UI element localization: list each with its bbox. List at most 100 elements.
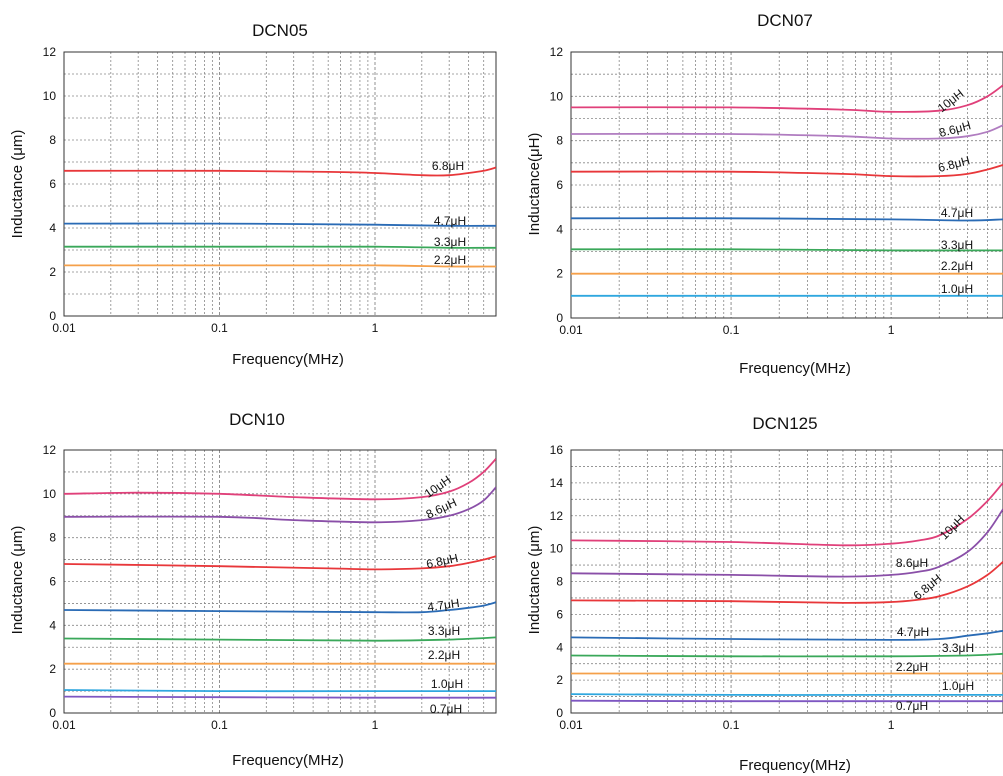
- series-label-2-2uh: 2.2μH: [428, 648, 460, 662]
- series-line-6-8uh: [571, 561, 1003, 604]
- series-label-6-8uh: 6.8μH: [937, 153, 972, 175]
- series-line-10uh: [571, 84, 1003, 113]
- y-tick-label: 6: [49, 575, 56, 589]
- series-label-8-6uh: 8.6μH: [896, 556, 928, 570]
- series-line-0-7uh: [571, 699, 1003, 703]
- series-line-6-8uh: [64, 555, 496, 571]
- series-line-3-3uh: [64, 245, 496, 249]
- series-line-4-7uh: [64, 222, 496, 227]
- y-tick-label: 6: [556, 607, 563, 621]
- y-tick-label: 0: [49, 309, 56, 323]
- y-tick-label: 4: [49, 618, 56, 632]
- series-label-10uh: 10μH: [935, 86, 966, 115]
- y-tick-label: 0: [556, 706, 563, 720]
- x-tick-label: 1: [372, 718, 379, 732]
- series-line-1-0uh: [571, 693, 1003, 696]
- series-line-3-3uh: [571, 652, 1003, 658]
- series-line-10uh: [64, 458, 496, 501]
- series-label-4-7uh: 4.7μH: [426, 596, 460, 614]
- series-line-2-2uh: [64, 264, 496, 268]
- series-line-10uh: [571, 482, 1003, 547]
- series-label-10uh: 10μH: [937, 512, 967, 542]
- chart-title: DCN07: [757, 11, 813, 30]
- chart-dcn125: DCN125 0 2 4 6 8 10 12 14 16 0.01 0.1 1 Frequency(MHz…: [526, 414, 1003, 774]
- y-tick-label: 10: [550, 542, 564, 556]
- series-line-8-6uh: [64, 486, 496, 524]
- series-label-6-8uh: 6.8μH: [425, 551, 459, 571]
- y-tick-label: 16: [550, 443, 564, 457]
- y-axis-label: Inductance (μm): [526, 526, 543, 635]
- series-label-2-2uh: 2.2μH: [434, 253, 466, 267]
- x-axis-label: Frequency(MHz): [232, 351, 344, 368]
- series-label-4-7uh: 4.7μH: [941, 206, 973, 220]
- series-label-4-7uh: 4.7μH: [897, 625, 929, 639]
- series-line-1-0uh: [64, 689, 496, 693]
- series-line-6-8uh: [64, 166, 496, 177]
- y-axis-label: Inductance (μm): [9, 130, 26, 239]
- chart-title: DCN10: [229, 410, 285, 429]
- y-tick-label: 6: [49, 177, 56, 191]
- series-label-3-3uh: 3.3μH: [942, 641, 974, 655]
- series-line-0-7uh: [64, 695, 496, 699]
- x-tick-label: 1: [888, 323, 895, 337]
- chart-title: DCN05: [252, 21, 308, 40]
- series-label-2-2uh: 2.2μH: [941, 259, 973, 273]
- series-label-1-0uh: 1.0μH: [941, 282, 973, 296]
- y-tick-label: 2: [556, 673, 563, 687]
- x-axis-label: Frequency(MHz): [739, 757, 851, 774]
- x-tick-label: 0.01: [52, 321, 76, 335]
- x-axis-label: Frequency(MHz): [232, 752, 344, 769]
- y-tick-label: 2: [49, 662, 56, 676]
- series-label-2-2uh: 2.2μH: [896, 660, 928, 674]
- y-tick-label: 12: [43, 45, 57, 59]
- x-tick-label: 0.1: [211, 718, 228, 732]
- series-line-4-7uh: [571, 629, 1003, 641]
- series-label-3-3uh: 3.3μH: [428, 624, 460, 638]
- y-axis-label: Inductance (μm): [9, 526, 26, 635]
- series-label-1-0uh: 1.0μH: [942, 679, 974, 693]
- x-axis-label: Frequency(MHz): [739, 360, 851, 377]
- series-label-3-3uh: 3.3μH: [941, 238, 973, 252]
- chart-dcn07: DCN07 0 2 4 6 8 10 12 0.01 0.1 1 Frequency(MHz) Indu…: [526, 11, 1003, 377]
- series-line-6-8uh: [571, 164, 1003, 178]
- series-line-3-3uh: [64, 636, 496, 642]
- plot-frame: [63, 51, 497, 317]
- chart-title: DCN125: [752, 414, 817, 433]
- y-tick-label: 10: [43, 89, 57, 103]
- x-tick-label: 0.01: [559, 718, 583, 732]
- y-tick-label: 14: [550, 476, 564, 490]
- y-tick-label: 12: [43, 443, 57, 457]
- series-label-0-7uh: 0.7μH: [896, 699, 928, 713]
- x-tick-label: 0.1: [723, 718, 740, 732]
- series-label-1-0uh: 1.0μH: [431, 677, 463, 691]
- y-tick-label: 2: [556, 267, 563, 281]
- series-line-8-6uh: [571, 124, 1003, 140]
- y-tick-label: 6: [556, 178, 563, 192]
- plot-frame: [570, 449, 1003, 714]
- plot-frame: [570, 51, 1003, 319]
- y-tick-label: 10: [43, 487, 57, 501]
- x-tick-label: 0.01: [52, 718, 76, 732]
- y-tick-label: 10: [550, 89, 564, 103]
- x-tick-label: 0.1: [211, 321, 228, 335]
- x-tick-label: 0.01: [559, 323, 583, 337]
- series-line-3-3uh: [571, 248, 1003, 252]
- series-label-4-7uh: 4.7μH: [434, 214, 466, 228]
- y-tick-label: 0: [49, 706, 56, 720]
- y-tick-label: 12: [550, 45, 564, 59]
- series-label-6-8uh: 6.8μH: [432, 159, 464, 173]
- series-line-4-7uh: [571, 217, 1003, 222]
- x-tick-label: 0.1: [723, 323, 740, 337]
- y-tick-label: 2: [49, 265, 56, 279]
- y-tick-label: 4: [49, 221, 56, 235]
- series-label-0-7uh: 0.7μH: [430, 702, 462, 716]
- series-label-3-3uh: 3.3μH: [434, 235, 466, 249]
- x-tick-label: 1: [372, 321, 379, 335]
- y-tick-label: 8: [49, 133, 56, 147]
- x-tick-label: 1: [888, 718, 895, 732]
- y-tick-label: 8: [556, 575, 563, 589]
- y-axis-label: Inductance(μH): [526, 133, 543, 236]
- chart-dcn05: DCN05 0 2 4 6 8 10 12 0.01 0.1 1 Frequency(MHz) Indu…: [9, 21, 497, 368]
- y-tick-label: 8: [49, 531, 56, 545]
